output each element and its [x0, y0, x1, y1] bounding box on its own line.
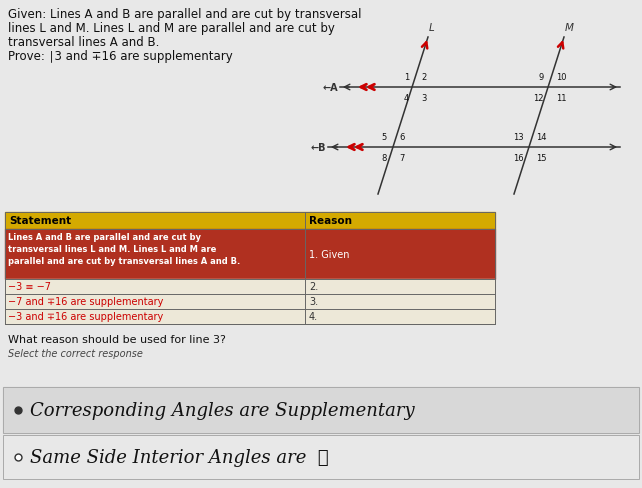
Bar — [3, 387, 639, 433]
Text: 16: 16 — [514, 154, 524, 163]
Text: 3: 3 — [421, 94, 426, 103]
Text: 4: 4 — [404, 94, 409, 103]
Text: Select the correct response: Select the correct response — [8, 348, 143, 358]
Text: 11: 11 — [556, 94, 566, 103]
Bar — [3, 435, 639, 479]
Text: −3 ≡ −7: −3 ≡ −7 — [8, 282, 51, 292]
Bar — [5, 213, 495, 325]
Bar — [5, 213, 495, 229]
Bar — [5, 294, 495, 309]
Text: 5: 5 — [382, 133, 387, 142]
Text: −7 and ∓16 are supplementary: −7 and ∓16 are supplementary — [8, 297, 163, 307]
Text: What reason should be used for line 3?: What reason should be used for line 3? — [8, 334, 226, 345]
Text: 15: 15 — [536, 154, 546, 163]
Text: 6: 6 — [399, 133, 404, 142]
Text: Same Side Interior Angles are  ≅: Same Side Interior Angles are ≅ — [30, 448, 329, 466]
Text: 2: 2 — [421, 73, 426, 82]
Text: 1. Given: 1. Given — [309, 249, 349, 260]
Text: Statement: Statement — [9, 216, 71, 226]
Text: ←B: ←B — [311, 142, 326, 153]
Text: 3.: 3. — [309, 297, 318, 307]
Text: Prove: ∣3 and ∓16 are supplementary: Prove: ∣3 and ∓16 are supplementary — [8, 50, 233, 63]
Text: L: L — [429, 23, 435, 33]
Text: Given: Lines A and B are parallel and are cut by transversal: Given: Lines A and B are parallel and ar… — [8, 8, 361, 21]
Text: Corresponding Angles are Supplementary: Corresponding Angles are Supplementary — [30, 401, 415, 419]
Text: 14: 14 — [536, 133, 546, 142]
Text: 8: 8 — [381, 154, 387, 163]
Text: transversal lines A and B.: transversal lines A and B. — [8, 36, 159, 49]
Text: 13: 13 — [514, 133, 524, 142]
Bar — [5, 280, 495, 294]
Text: lines L and M. Lines L and M are parallel and are cut by: lines L and M. Lines L and M are paralle… — [8, 22, 335, 35]
Text: M: M — [565, 23, 574, 33]
Text: 4.: 4. — [309, 312, 318, 322]
Bar — [5, 229, 495, 280]
Bar — [5, 309, 495, 325]
Text: Lines A and B are parallel and are cut by
transversal lines L and M. Lines L and: Lines A and B are parallel and are cut b… — [8, 232, 240, 265]
Text: 2.: 2. — [309, 282, 318, 292]
Bar — [3, 435, 639, 479]
Text: −3 and ∓16 are supplementary: −3 and ∓16 are supplementary — [8, 312, 163, 322]
Text: 7: 7 — [399, 154, 404, 163]
Text: 9: 9 — [539, 73, 544, 82]
Text: 12: 12 — [534, 94, 544, 103]
Text: 10: 10 — [556, 73, 566, 82]
Text: 1: 1 — [404, 73, 409, 82]
Text: Reason: Reason — [309, 216, 352, 226]
Bar — [3, 387, 639, 433]
Text: ←A: ←A — [322, 83, 338, 93]
